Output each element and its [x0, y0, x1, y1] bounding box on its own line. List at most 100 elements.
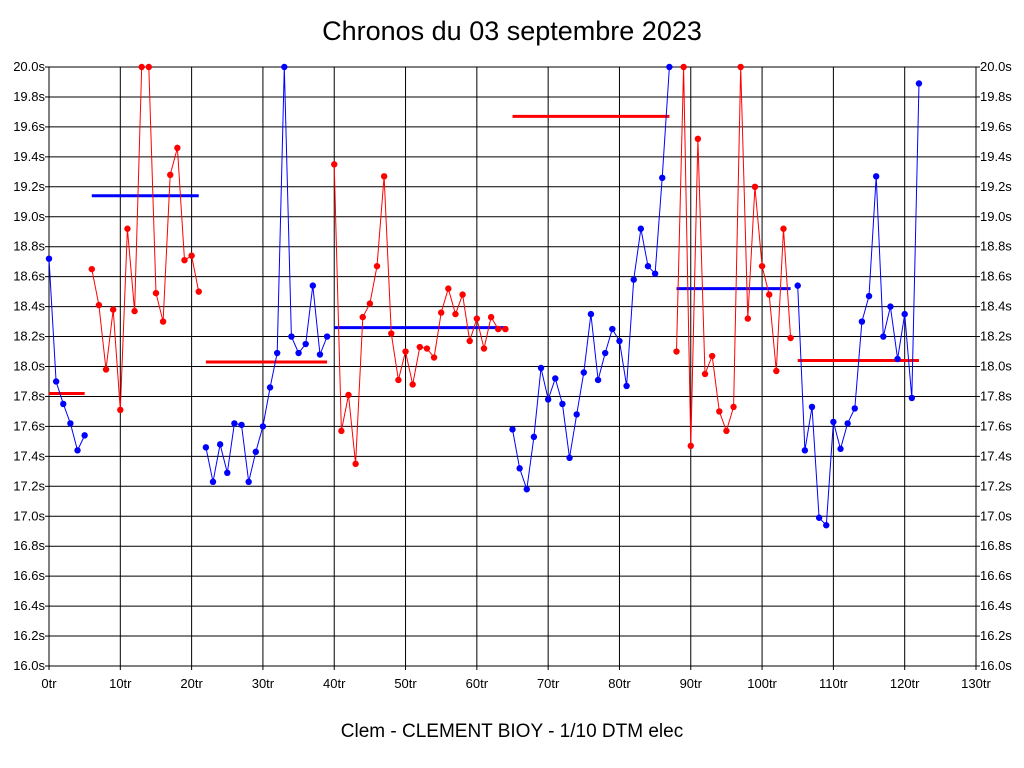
series-line — [797, 83, 920, 527]
data-point — [117, 406, 124, 414]
data-point — [152, 289, 160, 297]
data-point — [88, 265, 95, 273]
data-point — [459, 291, 466, 298]
data-point — [388, 330, 395, 337]
data-point — [787, 334, 794, 342]
data-point — [673, 348, 680, 355]
y-tick-label-left: 17.2s — [13, 478, 45, 493]
data-point — [708, 352, 716, 360]
y-tick-label-right: 16.2s — [980, 628, 1012, 643]
data-point — [288, 333, 295, 340]
data-point — [530, 433, 538, 441]
data-point — [823, 522, 830, 529]
data-point — [167, 171, 174, 179]
x-tick-label: 50tr — [394, 676, 417, 691]
data-point — [45, 255, 53, 262]
data-point — [580, 369, 588, 376]
data-point — [544, 396, 552, 403]
series-line — [48, 258, 86, 452]
data-point — [102, 366, 110, 373]
data-point — [680, 63, 687, 71]
data-point — [373, 262, 381, 270]
data-point — [552, 375, 559, 382]
series-layer — [45, 63, 923, 529]
data-point — [815, 514, 823, 521]
data-point — [352, 460, 359, 468]
data-point — [830, 418, 837, 426]
y-tick-label-left: 17.0s — [13, 508, 45, 523]
y-tick-label-left: 17.6s — [13, 418, 45, 433]
data-point — [52, 378, 60, 385]
y-tick-label-right: 20.0s — [980, 59, 1012, 74]
series-line — [676, 66, 792, 446]
data-point — [865, 292, 873, 300]
data-point — [623, 382, 630, 390]
data-point — [758, 262, 766, 270]
data-point — [587, 310, 595, 318]
data-point — [466, 337, 473, 345]
y-tick-label-left: 19.0s — [13, 209, 45, 224]
data-point — [131, 307, 138, 315]
data-point — [159, 318, 167, 325]
data-point — [808, 403, 816, 411]
data-point — [145, 63, 153, 71]
y-tick-label-right: 18.2s — [980, 329, 1012, 344]
data-point — [908, 394, 916, 402]
data-point — [174, 144, 181, 152]
series-4 — [509, 63, 673, 493]
data-point — [637, 225, 645, 232]
chart-title: Chronos du 03 septembre 2023 — [322, 16, 702, 46]
y-tick-label-left: 19.4s — [13, 149, 45, 164]
x-tick-labels: 0tr 10tr 20tr 30tr 40tr 50tr 60tr 70tr 80tr 90tr 1… — [41, 676, 991, 691]
y-tick-label-right: 18.0s — [980, 359, 1012, 374]
data-point — [858, 318, 866, 325]
x-tick-label: 110tr — [819, 676, 848, 691]
x-tick-label: 90tr — [680, 676, 703, 691]
y-tick-label-right: 17.8s — [980, 388, 1012, 403]
y-tick-label-right: 16.8s — [980, 538, 1012, 553]
y-tick-label-right: 18.6s — [980, 269, 1012, 284]
series-6 — [794, 80, 923, 529]
data-point — [81, 432, 88, 439]
y-tick-label-left: 16.2s — [13, 628, 45, 643]
series-3 — [331, 161, 509, 468]
y-tick-label-left: 16.6s — [13, 568, 45, 583]
data-point — [780, 225, 787, 232]
series-line — [91, 66, 200, 410]
data-point — [245, 478, 252, 486]
data-point — [487, 313, 495, 321]
data-point — [602, 349, 609, 357]
y-tick-label-right: 19.2s — [980, 179, 1012, 194]
data-point — [523, 486, 530, 493]
data-point — [901, 310, 908, 318]
data-point — [366, 300, 374, 307]
data-point — [437, 309, 445, 316]
left-y-tick-labels: 16.0s 16.2s 16.4s 16.6s 16.8s 17.0s 17.2s 17.4s… — [13, 59, 45, 673]
data-point — [894, 355, 901, 363]
data-point — [887, 303, 894, 310]
y-tick-label-left: 18.4s — [13, 299, 45, 314]
y-tick-label-left: 19.2s — [13, 179, 45, 194]
data-point — [872, 173, 880, 180]
data-point — [395, 376, 402, 384]
series-line — [333, 164, 506, 464]
series-line — [205, 66, 328, 482]
data-point — [573, 411, 580, 418]
data-point — [216, 441, 224, 448]
data-point — [331, 161, 338, 168]
data-point — [281, 63, 288, 71]
data-point — [316, 351, 324, 358]
data-point — [880, 333, 887, 340]
data-point — [837, 445, 844, 453]
data-point — [744, 315, 752, 322]
data-point — [266, 384, 274, 391]
data-point — [609, 325, 616, 333]
data-point — [651, 270, 659, 277]
y-tick-label-left: 18.0s — [13, 359, 45, 374]
data-point — [794, 282, 801, 289]
data-point — [138, 63, 145, 71]
data-point — [188, 252, 195, 259]
data-point — [716, 408, 723, 415]
data-point — [202, 444, 210, 451]
y-tick-label-right: 19.0s — [980, 209, 1012, 224]
